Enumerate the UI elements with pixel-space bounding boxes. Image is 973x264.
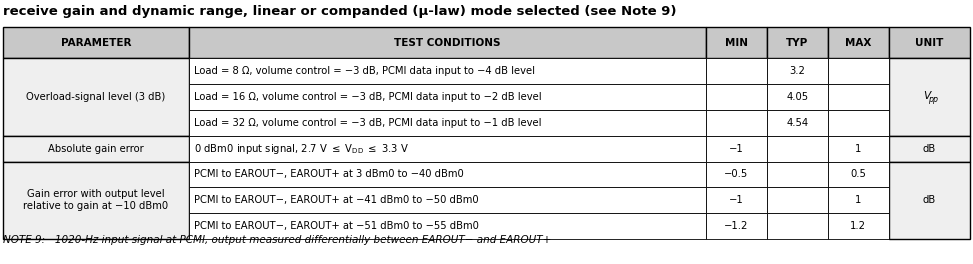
Bar — [888, 58, 970, 136]
Bar — [3, 136, 189, 162]
Bar — [189, 58, 706, 84]
Bar — [767, 110, 828, 136]
Text: PCMI to EAROUT−, EAROUT+ at −41 dBm0 to −50 dBm0: PCMI to EAROUT−, EAROUT+ at −41 dBm0 to … — [194, 195, 479, 205]
Bar — [189, 213, 706, 239]
Text: Absolute gain error: Absolute gain error — [48, 144, 144, 154]
Bar — [767, 162, 828, 187]
Text: UNIT: UNIT — [916, 38, 944, 48]
Bar — [828, 110, 888, 136]
Bar — [706, 136, 767, 162]
Bar — [828, 213, 888, 239]
Text: −1: −1 — [729, 144, 743, 154]
Text: PCMI to EAROUT−, EAROUT+ at −51 dBm0 to −55 dBm0: PCMI to EAROUT−, EAROUT+ at −51 dBm0 to … — [194, 221, 479, 231]
Text: Overload-signal level (3 dB): Overload-signal level (3 dB) — [26, 92, 165, 102]
Bar — [828, 58, 888, 84]
Bar — [767, 84, 828, 110]
Text: Gain error with output level
relative to gain at −10 dBm0: Gain error with output level relative to… — [23, 190, 168, 211]
Text: pp: pp — [928, 95, 938, 103]
Bar — [706, 213, 767, 239]
Bar — [706, 27, 767, 58]
Bar — [189, 110, 706, 136]
Text: −0.5: −0.5 — [724, 169, 748, 180]
Text: 1: 1 — [855, 195, 861, 205]
Bar — [767, 187, 828, 213]
Bar — [828, 162, 888, 187]
Text: TEST CONDITIONS: TEST CONDITIONS — [394, 38, 500, 48]
Text: receive gain and dynamic range, linear or companded (μ-law) mode selected (see N: receive gain and dynamic range, linear o… — [3, 5, 676, 18]
Bar — [706, 84, 767, 110]
Bar — [3, 162, 189, 239]
Bar — [189, 136, 706, 162]
Bar — [706, 58, 767, 84]
Bar — [767, 213, 828, 239]
Bar — [3, 58, 189, 136]
Bar — [828, 84, 888, 110]
Text: dB: dB — [922, 144, 936, 154]
Text: −1.2: −1.2 — [724, 221, 748, 231]
Bar — [189, 162, 706, 187]
Text: 0 dBm0 input signal, 2.7 V $\leq$ V$_{\mathregular{DD}}$ $\leq$ 3.3 V: 0 dBm0 input signal, 2.7 V $\leq$ V$_{\m… — [194, 142, 409, 156]
Bar — [189, 84, 706, 110]
Text: Load = 16 Ω, volume control = −3 dB, PCMI data input to −2 dB level: Load = 16 Ω, volume control = −3 dB, PCM… — [194, 92, 541, 102]
Bar — [767, 27, 828, 58]
Text: −1: −1 — [729, 195, 743, 205]
Text: Load = 32 Ω, volume control = −3 dB, PCMI data input to −1 dB level: Load = 32 Ω, volume control = −3 dB, PCM… — [194, 118, 541, 128]
Text: 0.5: 0.5 — [850, 169, 866, 180]
Bar — [828, 136, 888, 162]
Text: MAX: MAX — [846, 38, 872, 48]
Text: 1.2: 1.2 — [850, 221, 866, 231]
Bar — [706, 110, 767, 136]
Bar — [767, 136, 828, 162]
Bar — [888, 162, 970, 239]
Bar — [888, 27, 970, 58]
Text: PARAMETER: PARAMETER — [60, 38, 131, 48]
Bar — [706, 162, 767, 187]
Text: V: V — [922, 91, 930, 101]
Text: NOTE 9:   1020-Hz input signal at PCMI, output measured differentially between E: NOTE 9: 1020-Hz input signal at PCMI, ou… — [3, 235, 552, 245]
Bar — [888, 136, 970, 162]
Text: 3.2: 3.2 — [789, 66, 806, 76]
Text: 4.05: 4.05 — [786, 92, 809, 102]
Text: TYP: TYP — [786, 38, 809, 48]
Text: PCMI to EAROUT−, EAROUT+ at 3 dBm0 to −40 dBm0: PCMI to EAROUT−, EAROUT+ at 3 dBm0 to −4… — [194, 169, 463, 180]
Text: dB: dB — [922, 195, 936, 205]
Text: 1: 1 — [855, 144, 861, 154]
Text: Load = 8 Ω, volume control = −3 dB, PCMI data input to −4 dB level: Load = 8 Ω, volume control = −3 dB, PCMI… — [194, 66, 535, 76]
Text: 4.54: 4.54 — [786, 118, 809, 128]
Bar — [189, 27, 706, 58]
Bar — [189, 187, 706, 213]
Bar — [828, 27, 888, 58]
Bar — [3, 27, 189, 58]
Text: MIN: MIN — [725, 38, 748, 48]
Bar — [828, 187, 888, 213]
Bar — [706, 187, 767, 213]
Bar — [767, 58, 828, 84]
